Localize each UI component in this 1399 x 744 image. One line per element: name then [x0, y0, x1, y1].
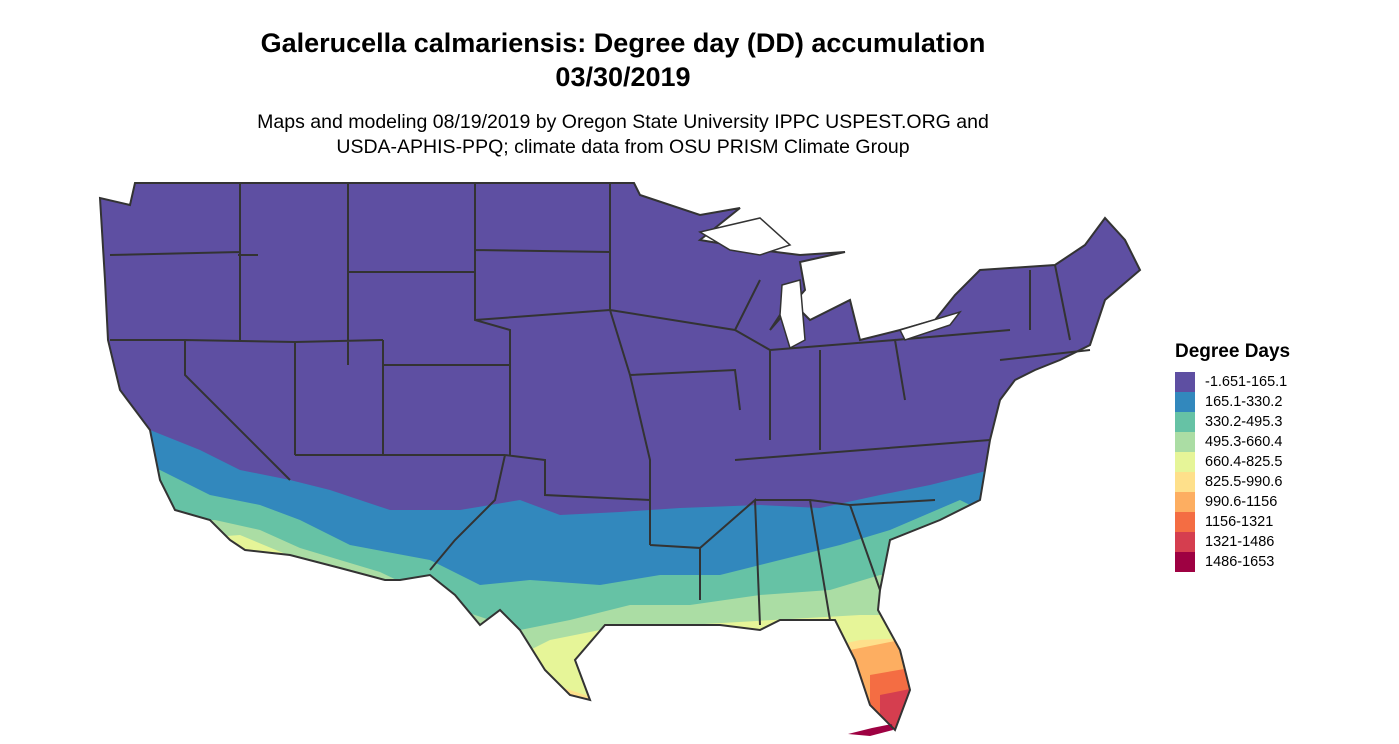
legend-label: 1321-1486 [1205, 534, 1275, 550]
legend-title: Degree Days [1175, 341, 1291, 362]
legend-item: 990.6-1156 [1175, 492, 1290, 512]
map-land-base [100, 183, 1140, 730]
legend-swatch [1175, 372, 1195, 392]
legend-item: 495.3-660.4 [1175, 432, 1290, 452]
legend-swatch [1175, 552, 1195, 572]
legend-swatch [1175, 392, 1195, 412]
legend-swatch [1175, 472, 1195, 492]
legend-swatch [1175, 532, 1195, 552]
legend-swatch [1175, 432, 1195, 452]
legend-label: 660.4-825.5 [1205, 454, 1283, 470]
legend-label: 825.5-990.6 [1205, 474, 1283, 490]
legend: Degree Days -1.651-165.1 165.1-330.2 330.2… [1175, 340, 1290, 572]
great-lakes [698, 217, 963, 350]
legend-items: -1.651-165.1 165.1-330.2 330.2-495.3 495.3-… [1175, 372, 1290, 572]
legend-swatch [1175, 492, 1195, 512]
map-subtitle-line-2: USDA-APHIS-PPQ; climate data from OSU PR… [336, 136, 910, 158]
legend-swatch [1175, 412, 1195, 432]
legend-item: 660.4-825.5 [1175, 452, 1290, 472]
lake-superior [698, 217, 792, 256]
state-boundaries [99, 182, 1141, 731]
map-subtitle-line-1: Maps and modeling 08/19/2019 by Oregon S… [257, 111, 989, 133]
lake-erie [898, 310, 963, 341]
legend-swatch [1175, 512, 1195, 532]
zone-1321-1486 [880, 688, 1000, 730]
legend-item: 1321-1486 [1175, 532, 1290, 552]
legend-item: 825.5-990.6 [1175, 472, 1290, 492]
legend-item: 165.1-330.2 [1175, 392, 1290, 412]
legend-label: 165.1-330.2 [1205, 394, 1283, 410]
legend-label: 1156-1321 [1205, 514, 1274, 530]
zone-1486-1653-keys [848, 724, 893, 736]
lake-michigan [779, 279, 806, 350]
map-title: Galerucella calmariensis: Degree day (DD… [260, 28, 986, 58]
legend-item: 1156-1321 [1175, 512, 1290, 532]
map-date: 03/30/2019 [555, 62, 691, 92]
legend-label: 330.2-495.3 [1205, 414, 1283, 430]
legend-swatch [1175, 452, 1195, 472]
legend-item: -1.651-165.1 [1175, 372, 1290, 392]
legend-item: 1486-1653 [1175, 552, 1290, 572]
legend-label: -1.651-165.1 [1205, 374, 1288, 390]
legend-item: 330.2-495.3 [1175, 412, 1290, 432]
legend-label: 990.6-1156 [1205, 494, 1278, 510]
legend-label: 1486-1653 [1205, 554, 1275, 570]
legend-label: 495.3-660.4 [1205, 434, 1283, 450]
